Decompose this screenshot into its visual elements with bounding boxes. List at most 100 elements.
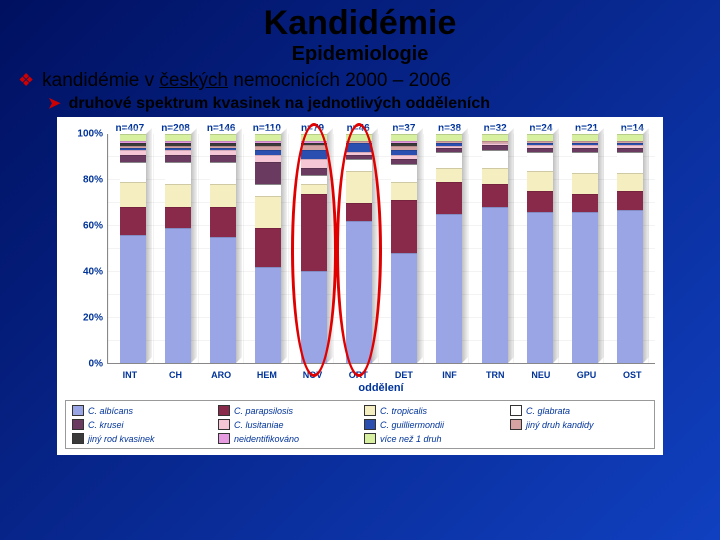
- bar-segment-c_glabrata: [120, 162, 146, 183]
- bar-segment-c_glabrata: [436, 152, 462, 168]
- bar-segment-c_albicans: [210, 237, 236, 363]
- legend-label: jiný druh kandidy: [526, 420, 594, 430]
- legend: C. albícansC. parapsilosisC. tropicalisC…: [65, 400, 655, 449]
- bar-segment-c_parapsilosis: [391, 200, 417, 253]
- x-tick: ORT: [335, 370, 381, 380]
- bullet-main-text: kandidémie v českých nemocnicích 2000 – …: [42, 70, 451, 92]
- stacked-bar: [120, 134, 146, 363]
- bar-segment-c_albicans: [120, 235, 146, 363]
- y-tick: 0%: [89, 359, 103, 370]
- bar-segment-c_parapsilosis: [617, 191, 643, 209]
- bar-segment-c_parapsilosis: [436, 182, 462, 214]
- bar-segment-c_guilliermondii: [301, 150, 327, 159]
- bar-segment-c_parapsilosis: [210, 207, 236, 237]
- legend-label: C. albícans: [88, 406, 133, 416]
- bar-segment-c_tropicalis: [120, 182, 146, 207]
- y-tick: 100%: [77, 129, 103, 140]
- page-title: Kandidémie: [0, 0, 720, 43]
- bullet-sub-text: druhové spektrum kvasinek na jednotlivýc…: [69, 95, 490, 113]
- legend-swatch: [72, 405, 84, 416]
- bar-segment-c_parapsilosis: [346, 203, 372, 221]
- bar-segment-c_lusitaniae: [255, 155, 281, 162]
- bar-slot: [563, 134, 608, 363]
- legend-swatch: [510, 419, 522, 430]
- bar-segment-c_albicans: [482, 207, 508, 363]
- bar-segment-vice_nez_1: [391, 134, 417, 141]
- y-tick: 80%: [83, 175, 103, 186]
- stacked-bar: [436, 134, 462, 363]
- bar-segment-c_albicans: [436, 214, 462, 363]
- chart-container: n=407n=208n=146n=110n=79n=46n=37n=38n=32…: [57, 117, 663, 455]
- bar-segment-c_glabrata: [165, 162, 191, 185]
- legend-swatch: [72, 433, 84, 444]
- bar-segment-c_krusei: [120, 155, 146, 162]
- legend-item: jiný rod kvasinek: [72, 433, 210, 444]
- y-tick: 20%: [83, 313, 103, 324]
- bar-segment-vice_nez_1: [482, 134, 508, 141]
- y-tick: 40%: [83, 267, 103, 278]
- bar-segment-c_tropicalis: [165, 184, 191, 207]
- x-tick: INF: [427, 370, 473, 380]
- stacked-bar: [210, 134, 236, 363]
- legend-label: C. lusitaniae: [234, 420, 284, 430]
- legend-swatch: [364, 419, 376, 430]
- bar-segment-vice_nez_1: [346, 134, 372, 141]
- bar-segment-vice_nez_1: [301, 134, 327, 141]
- bar-slot: [155, 134, 200, 363]
- bar-segment-vice_nez_1: [527, 134, 553, 141]
- bar-segment-c_glabrata: [210, 162, 236, 185]
- bar-slot: [246, 134, 291, 363]
- x-tick: ARO: [198, 370, 244, 380]
- bar-segment-c_glabrata: [572, 152, 598, 173]
- legend-item: C. krusei: [72, 419, 210, 430]
- y-axis: 0%20%40%60%80%100%: [65, 134, 107, 364]
- bar-segment-vice_nez_1: [436, 134, 462, 141]
- bar-segment-c_albicans: [527, 212, 553, 363]
- legend-swatch: [510, 405, 522, 416]
- bar-segment-c_albicans: [346, 221, 372, 363]
- bar-segment-c_krusei: [301, 168, 327, 175]
- bar-segment-c_albicans: [301, 271, 327, 363]
- bar-segment-vice_nez_1: [617, 134, 643, 141]
- legend-swatch: [218, 419, 230, 430]
- legend-item: C. glabrata: [510, 405, 648, 416]
- legend-swatch: [364, 433, 376, 444]
- x-tick: INT: [107, 370, 153, 380]
- legend-item: C. guilliermondii: [364, 419, 502, 430]
- bullet-main: ❖ kandidémie v českých nemocnicích 2000 …: [0, 66, 720, 94]
- bar-segment-vice_nez_1: [255, 134, 281, 141]
- bar-slot: [201, 134, 246, 363]
- legend-label: C. guilliermondii: [380, 420, 444, 430]
- diamond-icon: ❖: [18, 70, 34, 91]
- bar-segment-c_tropicalis: [346, 171, 372, 203]
- bar-segment-vice_nez_1: [572, 134, 598, 141]
- bars-area: [107, 134, 655, 364]
- bar-segment-c_glabrata: [527, 152, 553, 170]
- x-tick: DET: [381, 370, 427, 380]
- bar-segment-c_lusitaniae: [301, 159, 327, 168]
- bar-segment-c_krusei: [165, 155, 191, 162]
- bar-segment-c_parapsilosis: [255, 228, 281, 267]
- bar-segment-c_glabrata: [617, 152, 643, 173]
- legend-swatch: [218, 405, 230, 416]
- legend-item: C. lusitaniae: [218, 419, 356, 430]
- bar-segment-c_albicans: [165, 228, 191, 363]
- stacked-bar: [617, 134, 643, 363]
- legend-swatch: [72, 419, 84, 430]
- x-tick: HEM: [244, 370, 290, 380]
- bar-segment-c_albicans: [391, 253, 417, 363]
- stacked-bar: [165, 134, 191, 363]
- bar-segment-c_tropicalis: [255, 196, 281, 228]
- legend-label: C. glabrata: [526, 406, 570, 416]
- bar-slot: [110, 134, 155, 363]
- bar-segment-c_krusei: [255, 162, 281, 185]
- bar-slot: [517, 134, 562, 363]
- bar-segment-c_parapsilosis: [527, 191, 553, 212]
- arrow-icon: ➤: [48, 94, 61, 112]
- stacked-bar: [482, 134, 508, 363]
- bar-segment-c_glabrata: [301, 175, 327, 184]
- stacked-bar: [391, 134, 417, 363]
- bar-segment-c_parapsilosis: [165, 207, 191, 228]
- bar-segment-c_albicans: [255, 267, 281, 363]
- bar-segment-c_tropicalis: [572, 173, 598, 194]
